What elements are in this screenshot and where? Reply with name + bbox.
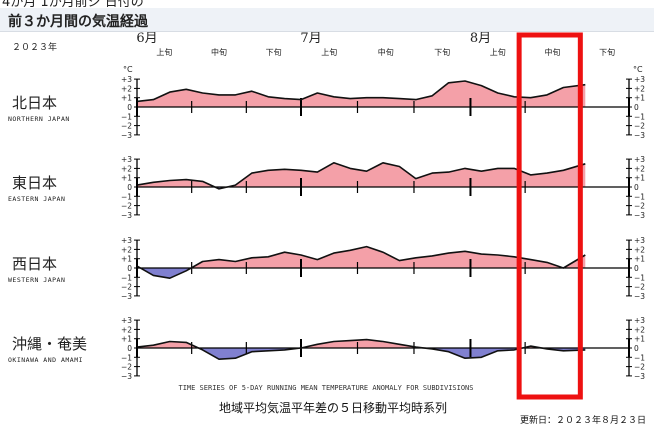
y-tick-label: +3: [634, 236, 645, 245]
y-tick-label: +1: [121, 335, 132, 344]
negative-anomaly-area: [137, 268, 586, 279]
y-tick-label: +3: [634, 316, 645, 325]
y-tick-label: +1: [634, 255, 645, 264]
y-tick-label: 0: [634, 183, 639, 192]
dekad-label: 中旬: [378, 47, 394, 57]
y-tick-label: −1: [121, 353, 132, 362]
y-tick-label: +3: [121, 155, 132, 164]
y-tick-label: +2: [634, 325, 645, 334]
anomaly-line: [136, 245, 586, 279]
region-label-en: WESTERN JAPAN: [8, 276, 65, 284]
dekad-label: 中旬: [544, 47, 560, 57]
y-tick-label: +2: [121, 245, 132, 254]
y-tick-label: −2: [121, 122, 132, 131]
dekad-label: 中旬: [211, 47, 227, 57]
positive-anomaly-area: [137, 339, 586, 348]
y-tick-label: +1: [121, 94, 132, 103]
y-tick-label: −3: [121, 292, 132, 301]
unit-label-left: °C: [123, 65, 133, 74]
positive-anomaly-area: [137, 81, 586, 107]
region-label-en: OKINAWA AND AMAMI: [8, 356, 83, 364]
y-tick-label: −3: [121, 131, 132, 140]
y-tick-label: −3: [634, 131, 645, 140]
region-label-en: NORTHERN JAPAN: [8, 115, 70, 123]
year-label: ２０２３年: [12, 41, 57, 53]
region-label: 北日本: [12, 94, 57, 112]
dekad-label: 上旬: [321, 47, 337, 57]
region-label-en: EASTERN JAPAN: [8, 195, 65, 203]
y-tick-label: +3: [634, 75, 645, 84]
y-tick-label: +1: [634, 94, 645, 103]
month-label: 6月: [136, 32, 157, 46]
y-tick-label: 0: [127, 183, 132, 192]
y-tick-label: +1: [121, 255, 132, 264]
top-strip: 4か月 1か月前ジ 日付の: [0, 0, 654, 8]
y-tick-label: +2: [121, 164, 132, 173]
month-label: 8月: [470, 32, 491, 46]
y-tick-label: −1: [634, 273, 645, 282]
negative-anomaly-area: [137, 348, 586, 360]
y-tick-label: +2: [121, 325, 132, 334]
y-tick-label: −1: [121, 273, 132, 282]
dekad-label: 下旬: [266, 47, 282, 57]
y-tick-label: 0: [634, 344, 639, 353]
y-tick-label: 0: [634, 103, 639, 112]
y-tick-label: +3: [121, 236, 132, 245]
y-tick-label: +1: [634, 335, 645, 344]
y-tick-label: −2: [121, 363, 132, 372]
y-tick-label: −1: [634, 353, 645, 362]
y-tick-label: −1: [121, 192, 132, 201]
y-tick-label: 0: [634, 264, 639, 273]
y-tick-label: −3: [634, 211, 645, 220]
y-tick-label: 0: [127, 103, 132, 112]
y-tick-label: −1: [634, 112, 645, 121]
top-strip-text: 4か月 1か月前ジ 日付の: [2, 0, 144, 8]
month-label: 7月: [300, 32, 321, 46]
y-tick-label: +2: [121, 84, 132, 93]
dekad-label: 下旬: [434, 47, 450, 57]
updated-date: 更新日：２０２３年８月２３日: [520, 414, 646, 424]
y-tick-label: −2: [121, 202, 132, 211]
y-tick-label: +1: [634, 174, 645, 183]
y-tick-label: +3: [121, 75, 132, 84]
positive-anomaly-area: [137, 162, 586, 187]
y-tick-label: −2: [634, 122, 645, 131]
caption-en: TIME SERIES OF 5-DAY RUNNING MEAN TEMPER…: [178, 384, 473, 392]
y-tick-label: −3: [121, 211, 132, 220]
page-title: 前３か月間の気温経過: [8, 14, 148, 30]
y-tick-label: +2: [634, 164, 645, 173]
anomaly-line: [136, 80, 586, 103]
y-tick-label: +3: [634, 155, 645, 164]
caption-jp: 地域平均気温平年差の５日移動平均時系列: [219, 400, 447, 415]
y-tick-label: −1: [634, 192, 645, 201]
y-tick-label: +2: [634, 245, 645, 254]
y-tick-label: −3: [121, 372, 132, 381]
dekad-label: 下旬: [599, 47, 615, 57]
y-tick-label: +3: [121, 316, 132, 325]
y-tick-label: −3: [634, 372, 645, 381]
anomaly-line: [136, 338, 586, 360]
y-tick-label: −3: [634, 292, 645, 301]
highlight-box: [516, 32, 583, 400]
dekad-label: 上旬: [156, 47, 172, 57]
positive-anomaly-area: [137, 246, 586, 268]
y-tick-label: −2: [634, 363, 645, 372]
header-bar: 前３か月間の気温経過: [0, 8, 654, 32]
region-label: 沖縄・奄美: [12, 335, 87, 353]
y-tick-label: +1: [121, 174, 132, 183]
dekad-label: 上旬: [490, 47, 506, 57]
y-tick-label: −2: [121, 283, 132, 292]
y-tick-label: −2: [634, 202, 645, 211]
y-tick-label: −2: [634, 283, 645, 292]
unit-label-right: °C: [633, 65, 643, 74]
y-tick-label: 0: [127, 344, 132, 353]
region-label: 西日本: [12, 255, 57, 273]
y-tick-label: 0: [127, 264, 132, 273]
anomaly-line: [136, 162, 586, 190]
region-label: 東日本: [12, 174, 57, 192]
y-tick-label: −1: [121, 112, 132, 121]
y-tick-label: +2: [634, 84, 645, 93]
